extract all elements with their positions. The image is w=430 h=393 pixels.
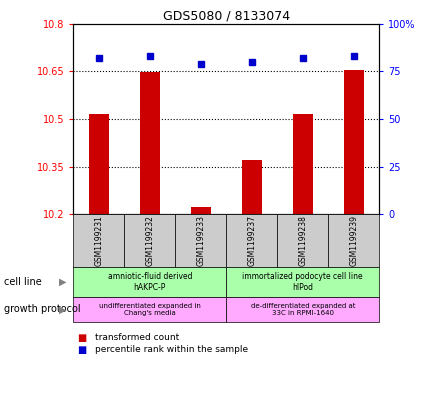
Bar xyxy=(241,160,261,214)
Text: GSM1199238: GSM1199238 xyxy=(298,215,307,266)
Text: ▶: ▶ xyxy=(59,305,67,314)
Text: amniotic-fluid derived
hAKPC-P: amniotic-fluid derived hAKPC-P xyxy=(107,272,192,292)
Text: GSM1199239: GSM1199239 xyxy=(348,215,357,266)
Title: GDS5080 / 8133074: GDS5080 / 8133074 xyxy=(163,9,289,22)
Text: immortalized podocyte cell line
hlPod: immortalized podocyte cell line hlPod xyxy=(242,272,362,292)
Bar xyxy=(89,114,109,214)
Text: growth protocol: growth protocol xyxy=(4,305,81,314)
Text: ■: ■ xyxy=(77,333,86,343)
Text: cell line: cell line xyxy=(4,277,42,287)
Text: percentile rank within the sample: percentile rank within the sample xyxy=(95,345,247,354)
Text: ■: ■ xyxy=(77,345,86,355)
Bar xyxy=(190,207,211,214)
Bar xyxy=(292,114,312,214)
Text: ▶: ▶ xyxy=(59,277,67,287)
Text: GSM1199233: GSM1199233 xyxy=(196,215,205,266)
Text: GSM1199231: GSM1199231 xyxy=(94,215,103,266)
Text: undifferentiated expanded in
Chang's media: undifferentiated expanded in Chang's med… xyxy=(98,303,200,316)
Text: transformed count: transformed count xyxy=(95,334,178,342)
Bar xyxy=(343,70,363,214)
Bar xyxy=(139,72,160,214)
Text: GSM1199232: GSM1199232 xyxy=(145,215,154,266)
Text: de-differentiated expanded at
33C in RPMI-1640: de-differentiated expanded at 33C in RPM… xyxy=(250,303,354,316)
Text: GSM1199237: GSM1199237 xyxy=(247,215,256,266)
